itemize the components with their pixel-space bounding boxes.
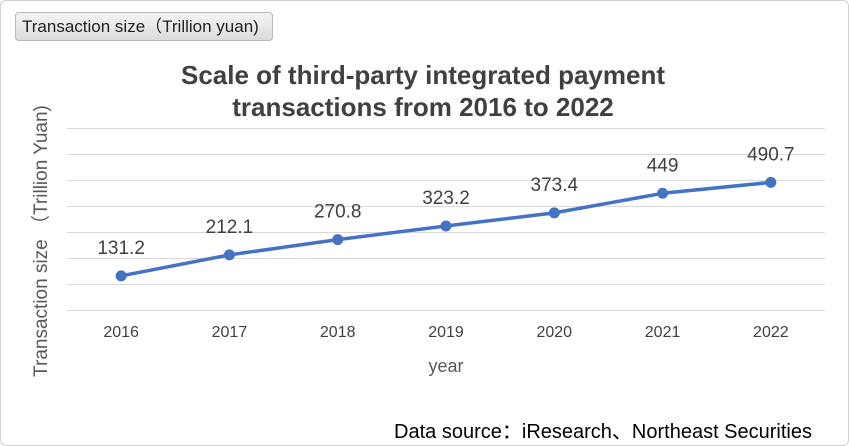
grid-lines [67,128,825,311]
data-label: 270.8 [314,202,362,223]
chart-title-line-1: Scale of third-party integrated payment [181,60,665,90]
data-point [115,270,127,282]
x-tick-label: 2019 [428,324,464,341]
data-point [548,207,560,219]
unit-badge: Transaction size（Trillion yuan) [15,12,273,41]
data-point [223,249,235,261]
data-point [657,187,669,199]
x-tick-label: 2020 [536,324,572,341]
chart-title-line-2: transactions from 2016 to 2022 [232,92,614,122]
y-axis-label: Transaction size （Trillion Yuan) [30,105,52,377]
x-tick-label: 2018 [320,324,356,341]
source-note: Data source：iResearch、Northeast Securiti… [394,421,812,443]
x-axis-ticks: 2016 2017 2018 2019 2020 2021 2022 [103,324,788,341]
data-point [765,176,777,188]
x-axis-label: year [428,356,463,376]
data-points [115,176,777,282]
data-label: 490.7 [747,144,795,165]
data-point [440,220,452,232]
x-tick-label: 2016 [103,324,139,341]
x-tick-label: 2021 [645,324,681,341]
data-point [332,234,344,246]
data-label: 323.2 [422,188,470,209]
x-tick-label: 2022 [753,324,789,341]
data-label: 449 [647,155,679,176]
x-tick-label: 2017 [212,324,248,341]
data-label: 131.2 [97,238,145,259]
data-label: 212.1 [206,217,254,238]
data-labels: 131.2 212.1 270.8 323.2 373.4 449 490.7 [97,144,794,258]
data-label: 373.4 [531,175,579,196]
